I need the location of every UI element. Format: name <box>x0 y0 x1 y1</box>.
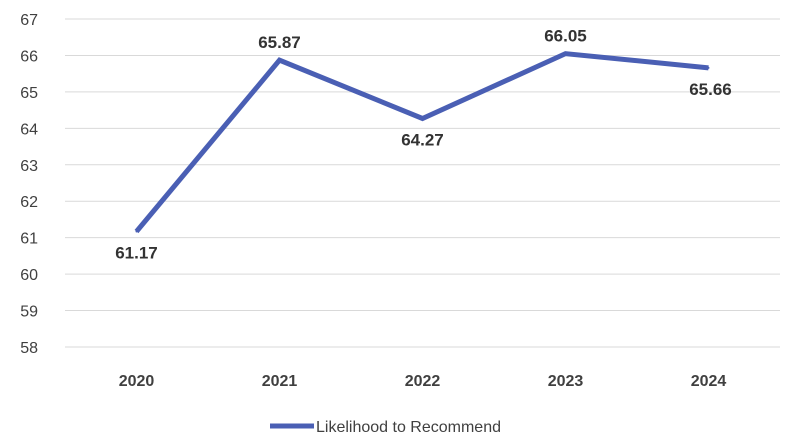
data-labels: 61.17 65.87 64.27 66.05 65.66 <box>115 27 732 263</box>
x-tick-label: 2022 <box>405 373 441 390</box>
data-label: 65.87 <box>258 33 301 52</box>
grid-lines <box>65 18 780 348</box>
x-axis: 2020 2021 2022 2023 2024 <box>119 373 727 390</box>
y-tick-label: 59 <box>20 304 38 321</box>
data-point <box>564 52 567 55</box>
data-point <box>278 59 281 62</box>
series-group <box>134 51 710 234</box>
data-label: 65.66 <box>689 80 732 99</box>
y-tick-label: 58 <box>20 340 38 357</box>
legend: Likelihood to Recommend <box>270 419 501 436</box>
data-point <box>707 66 710 69</box>
y-tick-label: 61 <box>20 231 38 248</box>
y-tick-label: 67 <box>20 12 38 29</box>
data-point <box>421 117 424 120</box>
y-tick-label: 66 <box>20 48 38 65</box>
data-label: 61.17 <box>115 243 158 262</box>
y-tick-label: 64 <box>20 121 38 138</box>
data-label: 66.05 <box>544 27 587 46</box>
data-label: 64.27 <box>401 130 444 149</box>
x-tick-label: 2020 <box>119 373 155 390</box>
data-point <box>135 230 138 233</box>
y-tick-label: 62 <box>20 194 38 211</box>
x-tick-label: 2021 <box>262 373 298 390</box>
y-tick-label: 60 <box>20 267 38 284</box>
x-tick-label: 2024 <box>691 373 727 390</box>
x-tick-label: 2023 <box>548 373 584 390</box>
y-tick-label: 65 <box>20 85 38 102</box>
y-tick-label: 63 <box>20 158 38 175</box>
y-axis: 58 59 60 61 62 63 64 65 66 67 <box>20 12 38 357</box>
legend-label: Likelihood to Recommend <box>316 419 501 436</box>
